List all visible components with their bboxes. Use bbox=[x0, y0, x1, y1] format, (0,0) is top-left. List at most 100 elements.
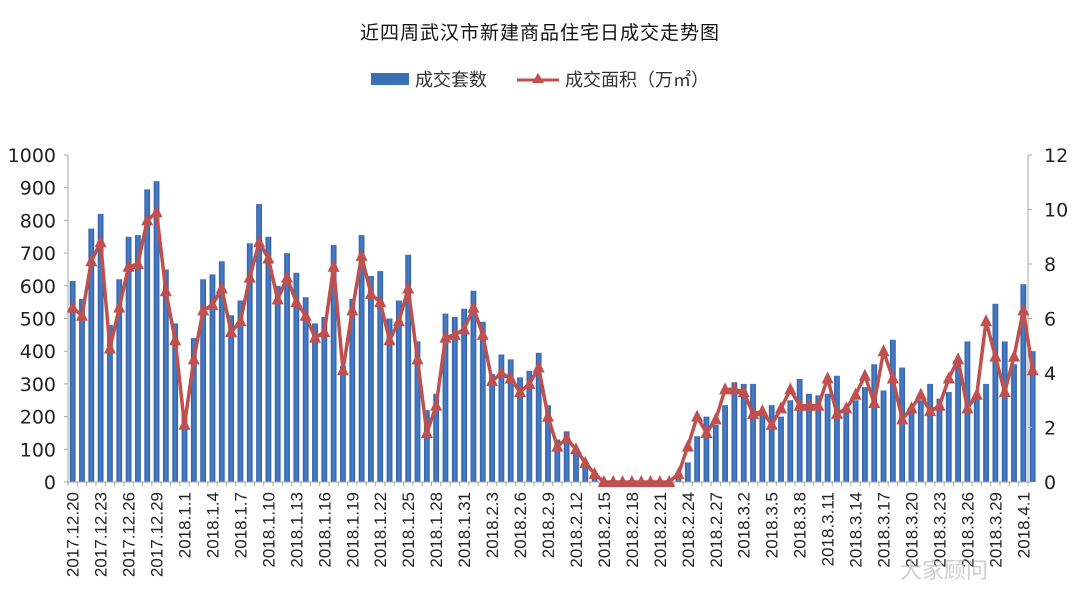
triangle-marker bbox=[458, 322, 471, 335]
watermark-text: 大家顾问 bbox=[900, 559, 989, 584]
triangle-marker bbox=[308, 330, 321, 343]
bar bbox=[423, 410, 430, 482]
x-tick-label: 2018.3.26 bbox=[958, 492, 977, 568]
x-tick-label: 2018.1.13 bbox=[287, 492, 306, 568]
x-tick-label: 2018.3.29 bbox=[986, 492, 1005, 568]
y2-tick-label: 2 bbox=[1044, 418, 1056, 440]
bar bbox=[69, 280, 76, 482]
triangle-marker bbox=[1026, 363, 1039, 376]
triangle-marker bbox=[728, 382, 741, 395]
bar bbox=[312, 323, 318, 482]
y-tick-label: 100 bbox=[20, 439, 56, 461]
y-tick-label: 400 bbox=[20, 341, 56, 363]
bar bbox=[246, 243, 253, 482]
bar bbox=[377, 271, 384, 482]
triangle-marker bbox=[877, 344, 890, 357]
x-tick-label: 2018.1.16 bbox=[315, 492, 334, 568]
x-tick-label: 2018.2.6 bbox=[511, 492, 530, 558]
triangle-marker bbox=[886, 371, 899, 384]
x-tick-label: 2018.3.23 bbox=[930, 492, 949, 568]
x-tick-label: 2017.12.26 bbox=[120, 492, 139, 577]
triangle-marker bbox=[1008, 349, 1021, 362]
chart-axes: 0 100 200 300 400 500 600 700 800 900 1000 0 2 4 6 8 10 1… bbox=[8, 145, 1069, 494]
y2-tick-label: 8 bbox=[1044, 254, 1056, 276]
bar bbox=[573, 449, 579, 482]
bar bbox=[88, 228, 95, 482]
bar bbox=[778, 416, 784, 482]
triangle-marker bbox=[514, 385, 527, 398]
bar-swatch-icon bbox=[371, 73, 409, 85]
bar bbox=[265, 236, 272, 482]
triangle-marker bbox=[905, 401, 918, 414]
triangle-marker bbox=[85, 254, 98, 267]
bar bbox=[880, 390, 887, 482]
triangle-marker bbox=[234, 314, 247, 327]
triangle-marker bbox=[989, 349, 1002, 362]
triangle-marker bbox=[420, 425, 433, 438]
triangle-marker bbox=[896, 412, 909, 425]
bar bbox=[787, 400, 794, 482]
bar bbox=[442, 313, 449, 482]
bar bbox=[237, 300, 244, 482]
bar bbox=[563, 431, 570, 482]
bar bbox=[545, 405, 551, 482]
x-tick-label: 2018.2.18 bbox=[623, 492, 642, 568]
triangle-marker bbox=[542, 409, 554, 422]
triangle-marker bbox=[476, 327, 489, 340]
y2-tick-label: 6 bbox=[1044, 309, 1056, 331]
triangle-marker bbox=[560, 431, 573, 444]
triangle-marker bbox=[523, 376, 536, 389]
bar bbox=[125, 236, 132, 482]
bar bbox=[750, 383, 756, 482]
triangle-marker bbox=[262, 251, 275, 264]
triangle-marker bbox=[411, 352, 424, 365]
triangle-marker bbox=[271, 292, 284, 305]
triangle-marker bbox=[719, 382, 732, 395]
triangle-marker bbox=[225, 325, 238, 338]
bar bbox=[824, 393, 831, 482]
bar bbox=[759, 411, 766, 482]
triangle-marker bbox=[215, 281, 228, 294]
bar bbox=[889, 339, 896, 482]
x-tick-label: 2018.1.31 bbox=[455, 492, 474, 568]
triangle-marker bbox=[439, 330, 452, 343]
triangle-marker bbox=[318, 325, 331, 338]
bar bbox=[871, 364, 878, 482]
line-series-area bbox=[66, 205, 1039, 487]
bar bbox=[302, 297, 309, 482]
bar bbox=[973, 398, 980, 482]
triangle-marker bbox=[980, 314, 993, 327]
bar bbox=[517, 377, 523, 482]
bar bbox=[479, 321, 486, 482]
bar bbox=[834, 375, 840, 482]
triangle-marker bbox=[551, 439, 564, 452]
y-tick-label: 500 bbox=[20, 309, 56, 331]
triangle-marker bbox=[942, 371, 955, 384]
triangle-marker bbox=[924, 404, 937, 417]
y-tick-label: 700 bbox=[20, 243, 56, 265]
triangle-marker bbox=[821, 371, 834, 384]
triangle-marker bbox=[737, 385, 750, 398]
y2-tick-label: 12 bbox=[1044, 145, 1068, 167]
bar bbox=[107, 325, 113, 482]
x-tick-label: 2018.1.25 bbox=[399, 492, 418, 568]
x-tick-label: 2018.2.15 bbox=[595, 492, 614, 568]
triangle-marker bbox=[775, 401, 788, 414]
triangle-marker bbox=[756, 404, 769, 417]
triangle-marker bbox=[253, 235, 266, 248]
x-tick-label: 2018.1.1 bbox=[176, 492, 195, 558]
triangle-marker bbox=[169, 333, 182, 346]
triangle-marker bbox=[914, 387, 927, 400]
triangle-marker bbox=[588, 466, 601, 479]
x-tick-label: 2018.1.7 bbox=[231, 492, 250, 558]
y-tick-label: 300 bbox=[20, 374, 56, 396]
bar bbox=[1020, 284, 1027, 482]
bar bbox=[1029, 351, 1036, 482]
bar bbox=[740, 383, 747, 482]
triangle-marker bbox=[346, 303, 359, 316]
bar bbox=[97, 213, 104, 483]
triangle-marker bbox=[178, 417, 191, 430]
bar bbox=[293, 272, 300, 482]
bar bbox=[284, 253, 290, 482]
bar bbox=[806, 393, 812, 482]
